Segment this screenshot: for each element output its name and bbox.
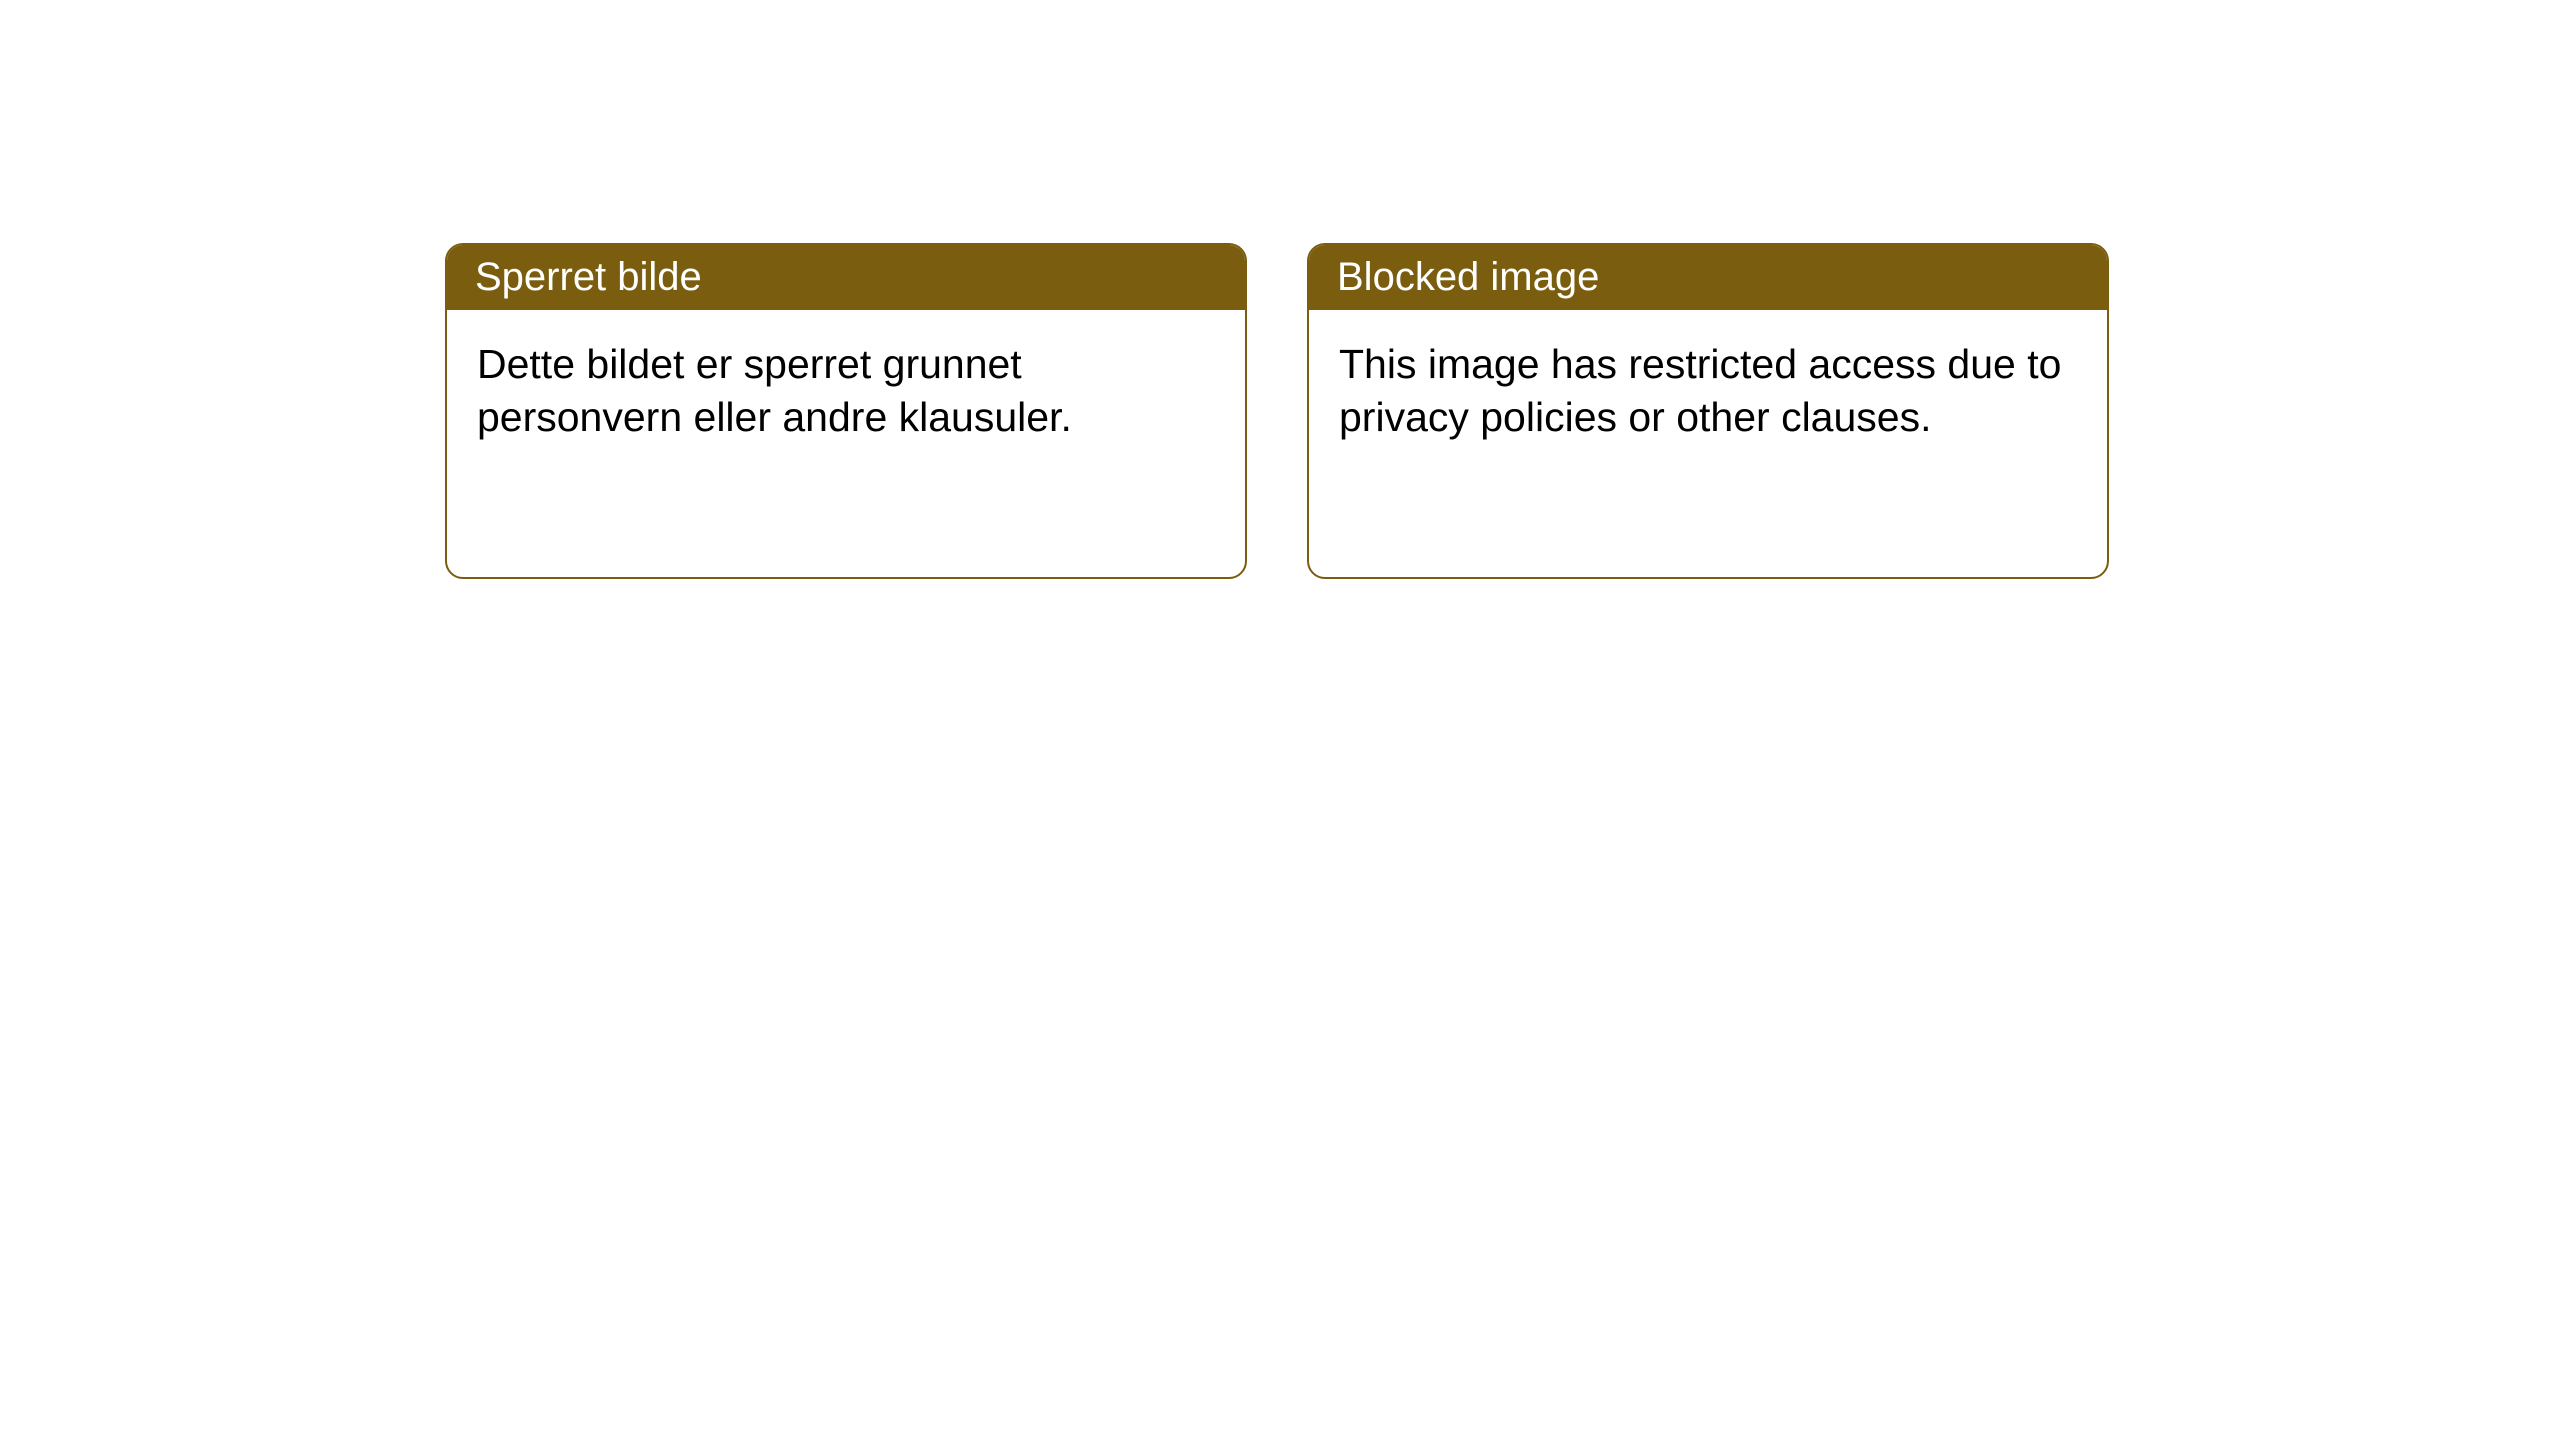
notice-header: Sperret bilde bbox=[447, 245, 1245, 310]
notice-card-norwegian: Sperret bilde Dette bildet er sperret gr… bbox=[445, 243, 1247, 579]
notice-body: This image has restricted access due to … bbox=[1309, 310, 2107, 473]
notice-container: Sperret bilde Dette bildet er sperret gr… bbox=[445, 243, 2109, 579]
notice-header: Blocked image bbox=[1309, 245, 2107, 310]
notice-card-english: Blocked image This image has restricted … bbox=[1307, 243, 2109, 579]
notice-body: Dette bildet er sperret grunnet personve… bbox=[447, 310, 1245, 473]
